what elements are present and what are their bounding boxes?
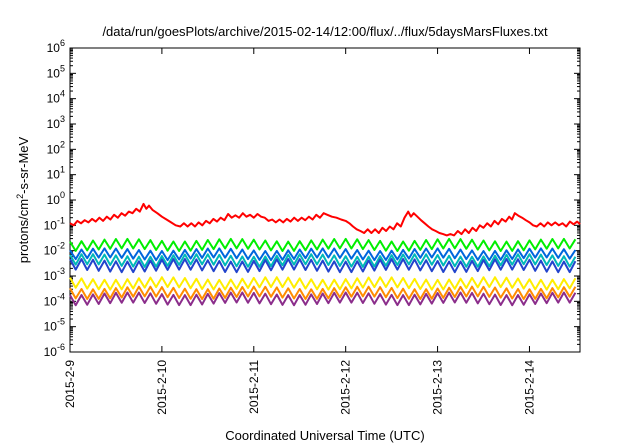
series-line-2: [69, 247, 577, 262]
series-line-1: [69, 237, 577, 252]
data-series-group: [69, 202, 581, 307]
series-line-3: [69, 253, 577, 268]
series-line-5: [69, 276, 577, 291]
y-axis-label-sup: 2: [15, 194, 25, 199]
y-tick-label: 106: [47, 38, 65, 55]
y-tick-label: 10-4: [44, 291, 65, 308]
series-line-7: [69, 291, 577, 307]
y-tick-label: 10-6: [44, 342, 65, 359]
y-tick-label: 102: [47, 139, 65, 156]
y-tick-label: 105: [47, 63, 65, 80]
chart-title: /data/run/goesPlots/archive/2015-02-14/1…: [102, 24, 548, 39]
y-tick-label: 101: [47, 165, 65, 182]
y-axis-label-suffix: -s-sr-MeV: [16, 136, 31, 193]
x-tick-label: 2015-2-12: [339, 360, 353, 415]
x-axis-label: Coordinated Universal Time (UTC): [225, 428, 424, 443]
series-line-4: [69, 258, 577, 274]
x-tick-label: 2015-2-14: [522, 360, 536, 415]
plot-frame: [69, 47, 581, 353]
x-tick-label: 2015-2-11: [247, 360, 261, 414]
y-axis-label-prefix: protons/cm: [16, 199, 31, 263]
y-tick-label: 10-1: [44, 215, 65, 232]
series-line-6: [69, 285, 577, 300]
y-axis-label: protons/cm2-s-sr-MeV: [15, 136, 31, 263]
y-tick-label: 10-3: [44, 266, 65, 283]
y-tick-label: 103: [47, 114, 65, 131]
x-tick-label: 2015-2-10: [155, 360, 169, 415]
x-tick-label: 2015-2-13: [431, 360, 445, 415]
y-tick-label: 10-5: [44, 317, 65, 334]
y-tick-label: 10-2: [44, 241, 65, 258]
x-tick-label: 2015-2-9: [63, 360, 77, 408]
y-tick-label: 100: [47, 190, 65, 207]
y-tick-label: 104: [47, 89, 65, 106]
series-line-0: [69, 202, 581, 237]
y-axis: 10-6 10-5 10-4 10-3 10-2 10-1 100 101 102 103 104 1…: [44, 38, 580, 359]
x-axis: 2015-2-9 2015-2-10 2015-2-11 2015-2-12 2015-…: [63, 48, 536, 415]
